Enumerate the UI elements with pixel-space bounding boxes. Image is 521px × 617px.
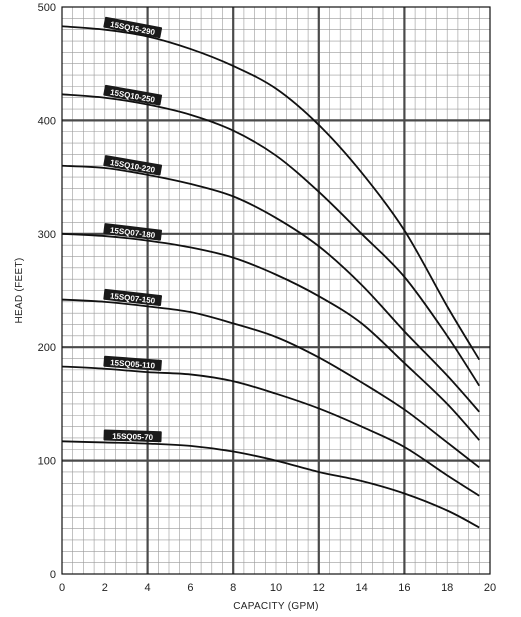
series-line <box>61 298 480 469</box>
series-label: 15SQ05-110 <box>103 355 162 371</box>
series-label-text: 15SQ05-70 <box>112 432 154 442</box>
series-label-badge <box>103 288 163 307</box>
series-label-text: 15SQ05-110 <box>110 358 156 370</box>
x-tick-label: 10 <box>270 582 282 594</box>
series-line <box>61 232 480 441</box>
x-tick-label: 12 <box>313 582 325 594</box>
x-axis-title: CAPACITY (GPM) <box>233 601 319 612</box>
x-tick-label: 20 <box>484 582 496 594</box>
series-line <box>61 25 481 361</box>
curves <box>61 25 481 529</box>
x-tick-labels: 0 2 4 6 8 10 12 14 16 18 20 <box>59 582 496 594</box>
y-tick-label: 200 <box>38 342 56 354</box>
y-tick-label: 500 <box>38 2 56 14</box>
x-tick-label: 16 <box>398 582 410 594</box>
series-label: 15SQ15-290 <box>103 16 163 39</box>
plot-frame <box>61 6 491 575</box>
x-tick-label: 14 <box>355 582 367 594</box>
y-tick-label: 300 <box>38 229 56 241</box>
series-label-badge <box>103 84 163 106</box>
series-label-badge <box>103 16 163 39</box>
x-tick-label: 6 <box>187 582 193 594</box>
series-line <box>61 365 480 497</box>
series-line <box>61 93 481 387</box>
y-tick-labels: 0 100 200 300 400 500 <box>38 2 56 581</box>
series-line <box>61 164 480 413</box>
x-tick-label: 18 <box>441 582 453 594</box>
series-label-badge <box>103 355 162 371</box>
series-line <box>61 440 480 529</box>
series-label: 15SQ07-150 <box>103 288 163 307</box>
y-tick-label: 400 <box>38 115 56 127</box>
series-label-badge <box>103 429 162 443</box>
series-label-badge <box>103 223 163 241</box>
x-tick-label: 0 <box>59 582 65 594</box>
y-tick-label: 100 <box>38 456 56 468</box>
curve-labels: 15SQ15-29015SQ10-25015SQ10-22015SQ07-180… <box>103 16 163 443</box>
y-axis-title: HEAD (FEET) <box>14 257 25 323</box>
x-tick-label: 4 <box>145 582 151 594</box>
y-tick-label: 0 <box>50 569 56 581</box>
x-tick-label: 8 <box>230 582 236 594</box>
x-tick-label: 2 <box>102 582 108 594</box>
series-label-badge <box>103 155 163 176</box>
series-label: 15SQ05-70 <box>103 429 162 443</box>
